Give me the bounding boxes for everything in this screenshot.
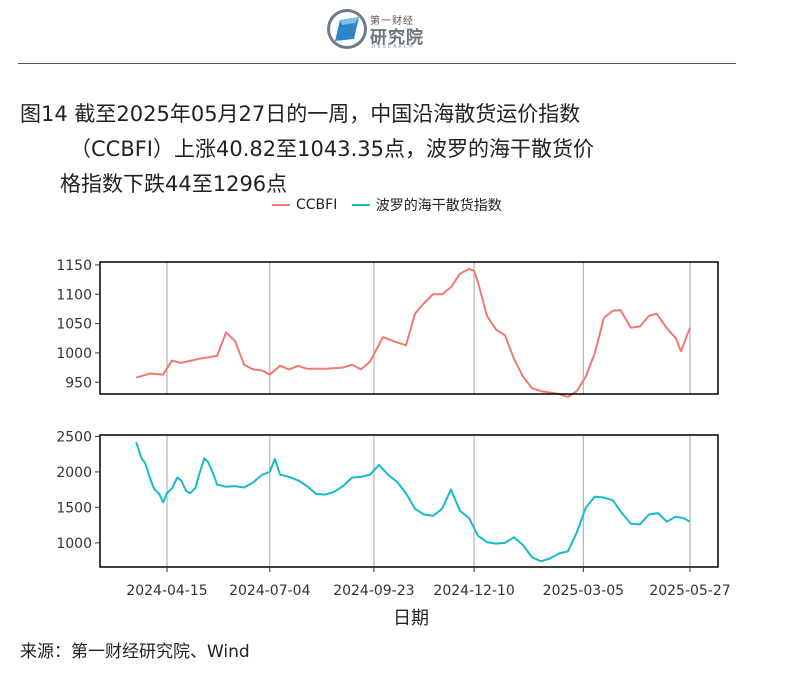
legend-label-bdi: 波罗的海干散货指数 [375, 198, 502, 214]
chart-legend: CCBFI 波罗的海干散货指数 [272, 194, 512, 215]
legend-item-ccbfi: CCBFI [272, 197, 337, 213]
y-tick-label: 1000 [56, 346, 92, 362]
y-tick-label: 950 [65, 375, 92, 391]
y-tick-label: 1150 [56, 258, 92, 274]
logo: 第一财经 研究院 RESEARCH [326, 6, 436, 52]
y-tick-label: 1050 [56, 317, 92, 333]
legend-label-ccbfi: CCBFI [296, 197, 338, 213]
x-tick-label: 2024-12-10 [433, 583, 514, 599]
legend-swatch-bdi [351, 204, 370, 206]
source-note: 来源：第一财经研究院、Wind [20, 642, 250, 662]
caption-line-1: 图14 截至2025年05月27日的一周，中国沿海散货运价指数 [20, 102, 581, 126]
x-axis-title: 日期 [393, 608, 429, 629]
y-tick-label: 1500 [56, 500, 92, 516]
logo-mark-icon [327, 9, 367, 49]
legend-item-bdi: 波罗的海干散货指数 [351, 195, 502, 215]
caption-line-2: （CCBFI）上涨40.82至1043.35点，波罗的海干散货价 [70, 137, 594, 161]
y-tick-label: 1000 [56, 536, 92, 552]
header-rule [18, 63, 736, 64]
y-tick-label: 1100 [56, 287, 92, 303]
series-line-ccbfi [135, 268, 691, 398]
x-tick-label: 2024-07-04 [229, 583, 310, 599]
logo-text-big: 研究院 [370, 28, 424, 48]
y-tick-label: 2500 [56, 429, 92, 445]
logo-text-en: RESEARCH [372, 44, 415, 50]
legend-swatch-ccbfi [272, 204, 290, 206]
x-tick-label: 2025-05-27 [649, 583, 730, 599]
series-line-bdi [135, 441, 691, 563]
y-tick-label: 2000 [56, 465, 92, 481]
panel-frame [99, 261, 719, 395]
panel-frame [99, 434, 719, 568]
caption-line-3: 格指数下跌44至1296点 [60, 172, 288, 196]
logo-text-small: 第一财经 [370, 16, 414, 27]
x-tick-label: 2025-03-05 [543, 583, 624, 599]
x-tick-label: 2024-09-23 [333, 583, 414, 599]
x-tick-label: 2024-04-15 [126, 583, 207, 599]
